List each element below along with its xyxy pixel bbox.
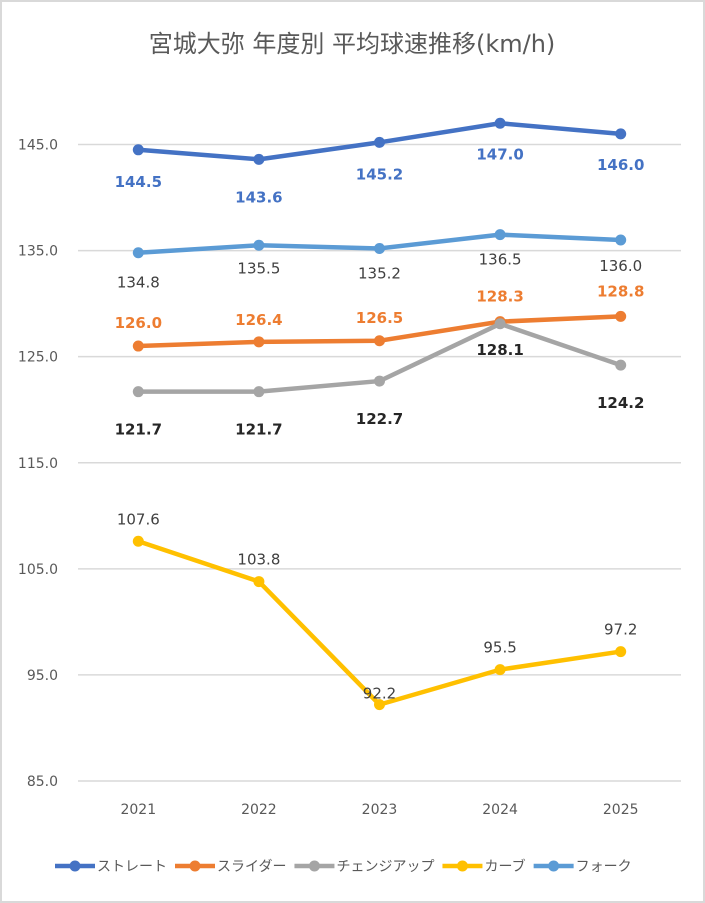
data-label: 135.5	[237, 259, 280, 277]
data-point[interactable]	[132, 386, 144, 398]
data-label: 126.5	[356, 309, 403, 327]
data-label: 128.8	[597, 282, 644, 300]
series-0	[132, 117, 627, 165]
legend-item[interactable]: カーブ	[442, 858, 526, 875]
legend[interactable]: ストレート スライダー チェンジアップ カーブ フォーク	[55, 858, 632, 875]
legend-marker-icon	[548, 860, 560, 872]
series-4	[132, 229, 627, 259]
data-point[interactable]	[132, 247, 144, 259]
data-point[interactable]	[132, 144, 144, 156]
data-label: 121.7	[115, 421, 162, 439]
legend-marker-icon	[308, 860, 320, 872]
data-label: 124.2	[597, 394, 644, 412]
legend-label: カーブ	[484, 858, 525, 875]
y-tick-label: 95.0	[27, 668, 58, 684]
data-label: 103.8	[237, 551, 280, 569]
series-1	[132, 310, 627, 352]
data-point[interactable]	[615, 128, 627, 140]
data-label: 128.3	[476, 288, 523, 306]
legend-marker-icon	[456, 860, 468, 872]
data-point[interactable]	[374, 699, 385, 711]
data-label: 147.0	[476, 145, 523, 163]
data-point[interactable]	[253, 239, 265, 251]
data-point[interactable]	[494, 664, 506, 676]
data-label: 134.8	[117, 274, 160, 292]
data-label: 144.5	[115, 173, 162, 191]
data-point[interactable]	[374, 375, 385, 387]
y-tick-label: 135.0	[18, 244, 58, 260]
data-point[interactable]	[615, 359, 627, 371]
data-point[interactable]	[615, 646, 627, 658]
data-label: 143.6	[235, 188, 282, 206]
data-label: 126.0	[115, 314, 162, 332]
y-tick-label: 115.0	[18, 456, 58, 472]
data-point[interactable]	[494, 117, 506, 129]
data-label: 145.2	[356, 165, 403, 183]
x-tick-label: 2023	[362, 802, 398, 818]
x-tick-label: 2021	[120, 802, 156, 818]
data-point[interactable]	[253, 153, 265, 165]
data-point[interactable]	[132, 535, 144, 547]
data-point[interactable]	[615, 234, 627, 246]
x-tick-label: 2022	[241, 802, 277, 818]
data-point[interactable]	[374, 136, 385, 148]
series-3	[132, 535, 627, 711]
series-group	[132, 117, 627, 711]
data-point[interactable]	[494, 229, 506, 241]
y-tick-label: 105.0	[18, 562, 58, 578]
x-axis: 2021 2022 2023 2024 2025	[120, 802, 638, 818]
y-tick-label: 85.0	[27, 774, 58, 790]
y-tick-label: 145.0	[18, 138, 58, 154]
data-point[interactable]	[494, 318, 506, 330]
data-label: 122.7	[356, 410, 403, 428]
data-label: 136.0	[599, 257, 642, 275]
legend-marker-icon	[69, 860, 81, 872]
x-tick-label: 2025	[603, 802, 639, 818]
data-point[interactable]	[615, 310, 627, 322]
x-tick-label: 2024	[482, 802, 518, 818]
legend-item[interactable]: ストレート	[55, 859, 167, 875]
legend-label: フォーク	[576, 859, 632, 875]
legend-item[interactable]: チェンジアップ	[294, 859, 434, 875]
data-label: 126.4	[235, 311, 282, 329]
data-label: 121.7	[235, 421, 282, 439]
data-point[interactable]	[132, 340, 144, 352]
data-point[interactable]	[374, 335, 385, 347]
data-label: 128.1	[476, 341, 523, 359]
data-labels: 144.5 143.6 145.2 147.0 146.0 126.0 126.4 126.5…	[115, 145, 645, 702]
data-point[interactable]	[253, 576, 265, 588]
data-label: 107.6	[117, 510, 160, 528]
y-axis: 85.0 95.0 105.0 115.0 125.0 135.0 145.0	[18, 138, 58, 791]
legend-label: チェンジアップ	[336, 859, 434, 875]
data-label: 146.0	[597, 156, 644, 174]
legend-item[interactable]: フォーク	[533, 859, 632, 875]
data-label: 135.2	[358, 264, 401, 282]
data-point[interactable]	[374, 242, 385, 254]
data-point[interactable]	[253, 386, 265, 398]
legend-marker-icon	[189, 860, 201, 872]
legend-label: ストレート	[97, 859, 167, 875]
y-tick-label: 125.0	[18, 350, 58, 366]
chart-title: 宮城大弥 年度別 平均球速推移(km/h)	[149, 30, 556, 58]
legend-label: スライダー	[217, 859, 286, 875]
data-label: 136.5	[479, 251, 522, 269]
data-label: 92.2	[363, 685, 396, 703]
series-2	[132, 318, 627, 398]
legend-item[interactable]: スライダー	[175, 859, 286, 875]
data-label: 97.2	[604, 621, 637, 639]
data-label: 95.5	[483, 639, 516, 657]
series-line	[136, 539, 623, 707]
data-point[interactable]	[253, 336, 265, 348]
